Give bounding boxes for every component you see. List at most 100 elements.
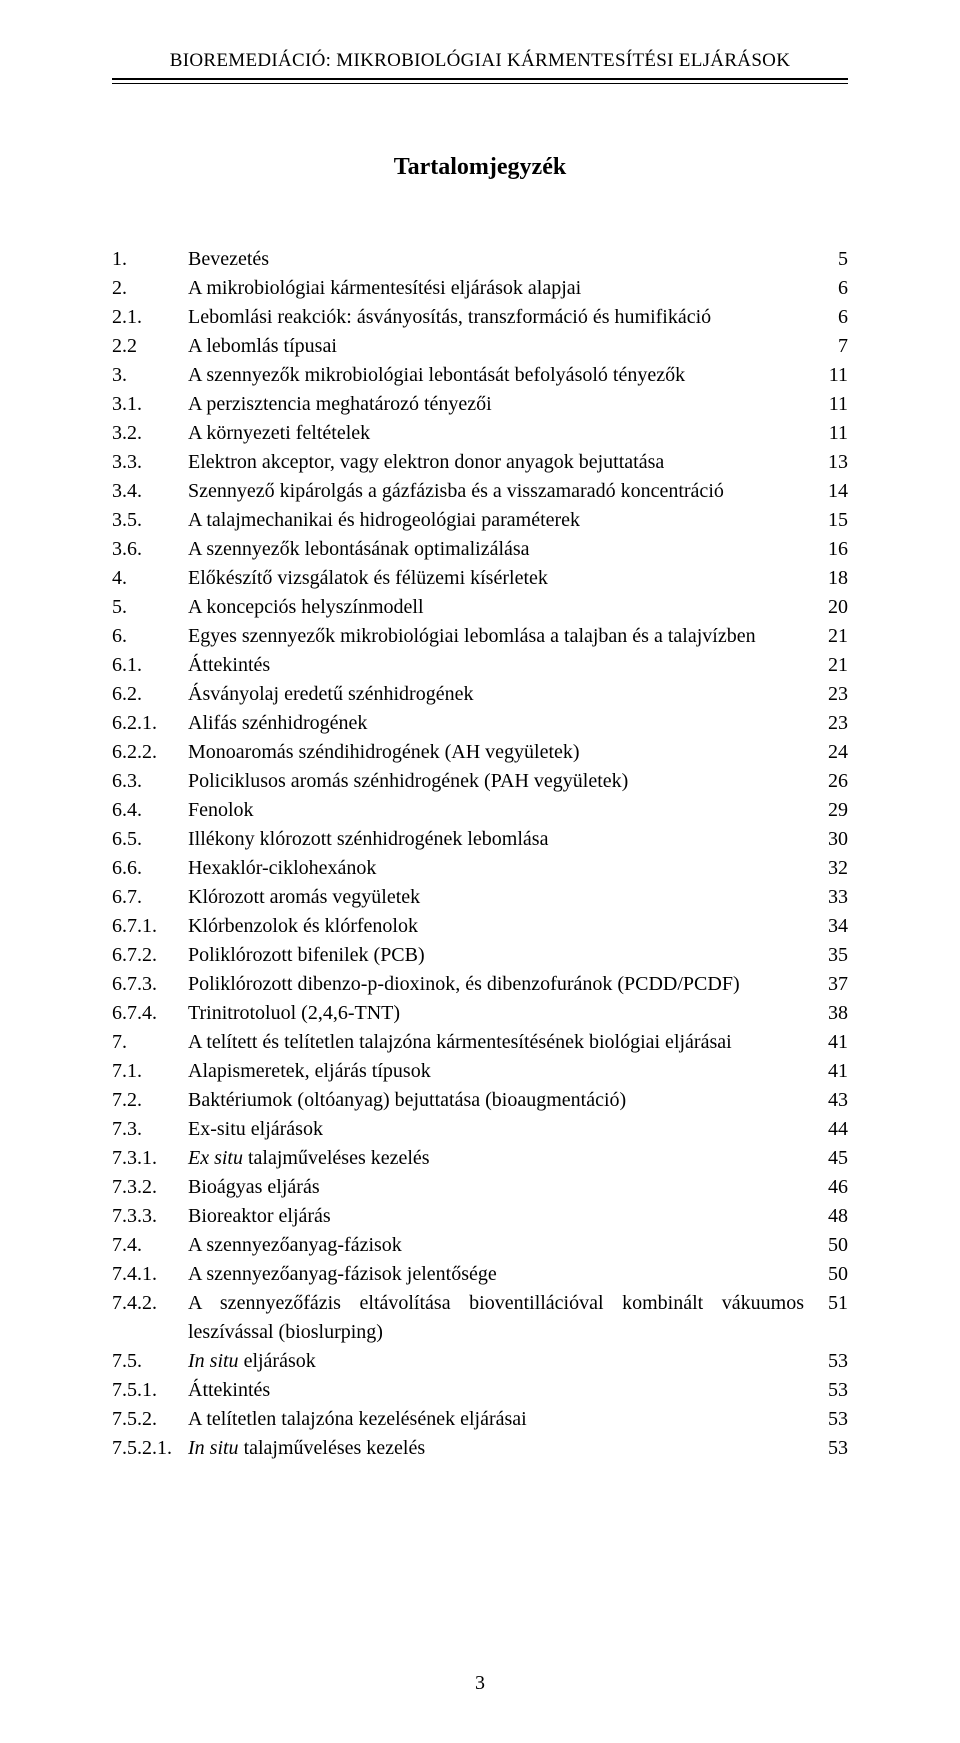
toc-row: 3.6.A szennyezők lebontásának optimalizá… [112, 535, 848, 564]
toc-entry-title: Ex situ talajműveléses kezelés [188, 1144, 814, 1173]
toc-entry-title: Elektron akceptor, vagy elektron donor a… [188, 448, 814, 477]
toc-entry-page: 14 [814, 477, 848, 506]
toc-entry-page: 7 [814, 332, 848, 361]
toc-entry-page: 41 [814, 1057, 848, 1086]
toc-entry-page: 44 [814, 1115, 848, 1144]
toc-entry-number: 4. [112, 564, 188, 593]
toc-entry-page: 35 [814, 941, 848, 970]
toc-entry-number: 3.6. [112, 535, 188, 564]
toc-entry-number: 1. [112, 245, 188, 274]
toc-entry-number: 7.3.1. [112, 1144, 188, 1173]
toc-entry-title: Illékony klórozott szénhidrogének leboml… [188, 825, 814, 854]
toc-entry-number: 2. [112, 274, 188, 303]
toc-row: 7.4.A szennyezőanyag-fázisok50 [112, 1231, 848, 1260]
toc-entry-page: 43 [814, 1086, 848, 1115]
toc-entry-page: 51 [814, 1289, 848, 1318]
toc-entry-title: Előkészítő vizsgálatok és félüzemi kísér… [188, 564, 814, 593]
toc-entry-page: 37 [814, 970, 848, 999]
toc-entry-number: 6.7. [112, 883, 188, 912]
toc-row: 7.3.Ex-situ eljárások44 [112, 1115, 848, 1144]
toc-entry-number: 6.7.2. [112, 941, 188, 970]
toc-row: 6.Egyes szennyezők mikrobiológiai leboml… [112, 622, 848, 651]
toc-row: 6.5.Illékony klórozott szénhidrogének le… [112, 825, 848, 854]
toc-entry-page: 53 [814, 1434, 848, 1463]
document-page: BIOREMEDIÁCIÓ: MIKROBIOLÓGIAI KÁRMENTESÍ… [0, 0, 960, 1743]
toc-entry-page: 41 [814, 1028, 848, 1057]
toc-row: 6.2.1.Alifás szénhidrogének23 [112, 709, 848, 738]
toc-entry-number: 3.5. [112, 506, 188, 535]
toc-entry-page: 26 [814, 767, 848, 796]
toc-entry-title: Bioágyas eljárás [188, 1173, 814, 1202]
toc-entry-title: Ex-situ eljárások [188, 1115, 814, 1144]
toc-entry-number: 7.5.1. [112, 1376, 188, 1405]
toc-entry-title: Bevezetés [188, 245, 814, 274]
toc-entry-number: 2.2 [112, 332, 188, 361]
toc-entry-page: 32 [814, 854, 848, 883]
toc-entry-page: 46 [814, 1173, 848, 1202]
toc-entry-number: 3.4. [112, 477, 188, 506]
toc-entry-title: Hexaklór-ciklohexánok [188, 854, 814, 883]
toc-row: 7.2.Baktériumok (oltóanyag) bejuttatása … [112, 1086, 848, 1115]
toc-row: 6.7.2.Poliklórozott bifenilek (PCB)35 [112, 941, 848, 970]
toc-entry-title: Baktériumok (oltóanyag) bejuttatása (bio… [188, 1086, 814, 1115]
toc-entry-number: 3. [112, 361, 188, 390]
toc-row: 7.5.In situ eljárások53 [112, 1347, 848, 1376]
toc-entry-number: 3.3. [112, 448, 188, 477]
toc-entry-page: 20 [814, 593, 848, 622]
toc-entry-title: A szennyezők mikrobiológiai lebontását b… [188, 361, 814, 390]
toc-row: 4.Előkészítő vizsgálatok és félüzemi kís… [112, 564, 848, 593]
header-rule [112, 78, 848, 84]
toc-entry-title: Fenolok [188, 796, 814, 825]
toc-entry-page: 53 [814, 1376, 848, 1405]
toc-row: 7.5.2.A telítetlen talajzóna kezelésének… [112, 1405, 848, 1434]
toc-row: 6.6.Hexaklór-ciklohexánok32 [112, 854, 848, 883]
toc-row: 7.4.1.A szennyezőanyag-fázisok jelentősé… [112, 1260, 848, 1289]
toc-row: 6.7.Klórozott aromás vegyületek33 [112, 883, 848, 912]
toc-row: 2.1.Lebomlási reakciók: ásványosítás, tr… [112, 303, 848, 332]
toc-row: 3.2.A környezeti feltételek11 [112, 419, 848, 448]
toc-entry-number: 6.6. [112, 854, 188, 883]
toc-entry-number: 6.1. [112, 651, 188, 680]
toc-entry-number: 7.4. [112, 1231, 188, 1260]
toc-row: 6.2.Ásványolaj eredetű szénhidrogének23 [112, 680, 848, 709]
toc-entry-title: A szennyezőfázis eltávolítása bioventill… [188, 1289, 814, 1347]
toc-entry-title: A mikrobiológiai kármentesítési eljáráso… [188, 274, 814, 303]
toc-entry-title: A szennyezőanyag-fázisok [188, 1231, 814, 1260]
toc-entry-number: 6.7.3. [112, 970, 188, 999]
toc-entry-page: 53 [814, 1347, 848, 1376]
toc-entry-number: 6.2.1. [112, 709, 188, 738]
toc-entry-title: Monoaromás széndihidrogének (AH vegyület… [188, 738, 814, 767]
toc-entry-number: 6.7.1. [112, 912, 188, 941]
toc-row: 6.2.2.Monoaromás széndihidrogének (AH ve… [112, 738, 848, 767]
toc-entry-page: 33 [814, 883, 848, 912]
table-of-contents: 1.Bevezetés52.A mikrobiológiai kármentes… [112, 245, 848, 1463]
toc-entry-number: 6.2. [112, 680, 188, 709]
toc-entry-number: 2.1. [112, 303, 188, 332]
toc-row: 6.7.3.Poliklórozott dibenzo-p-dioxinok, … [112, 970, 848, 999]
toc-row: 3.A szennyezők mikrobiológiai lebontását… [112, 361, 848, 390]
toc-entry-number: 7.4.2. [112, 1289, 188, 1318]
toc-entry-page: 34 [814, 912, 848, 941]
toc-entry-number: 6.4. [112, 796, 188, 825]
toc-entry-title: Klórbenzolok és klórfenolok [188, 912, 814, 941]
toc-entry-title: Szennyező kipárolgás a gázfázisba és a v… [188, 477, 814, 506]
toc-entry-title: Ásványolaj eredetű szénhidrogének [188, 680, 814, 709]
toc-entry-page: 18 [814, 564, 848, 593]
toc-row: 7.3.3.Bioreaktor eljárás48 [112, 1202, 848, 1231]
toc-row: 3.1.A perzisztencia meghatározó tényezői… [112, 390, 848, 419]
toc-row: 2.2A lebomlás típusai7 [112, 332, 848, 361]
toc-entry-page: 21 [814, 622, 848, 651]
toc-row: 2.A mikrobiológiai kármentesítési eljárá… [112, 274, 848, 303]
toc-entry-page: 53 [814, 1405, 848, 1434]
toc-entry-page: 16 [814, 535, 848, 564]
toc-entry-italic-prefix: In situ [188, 1437, 239, 1459]
toc-entry-number: 7.3.2. [112, 1173, 188, 1202]
toc-entry-page: 21 [814, 651, 848, 680]
toc-entry-title: A környezeti feltételek [188, 419, 814, 448]
page-number: 3 [0, 1672, 960, 1695]
toc-row: 3.3.Elektron akceptor, vagy elektron don… [112, 448, 848, 477]
toc-entry-title: Alifás szénhidrogének [188, 709, 814, 738]
toc-entry-title: A szennyezők lebontásának optimalizálása [188, 535, 814, 564]
toc-entry-title: A talajmechanikai és hidrogeológiai para… [188, 506, 814, 535]
toc-entry-number: 5. [112, 593, 188, 622]
